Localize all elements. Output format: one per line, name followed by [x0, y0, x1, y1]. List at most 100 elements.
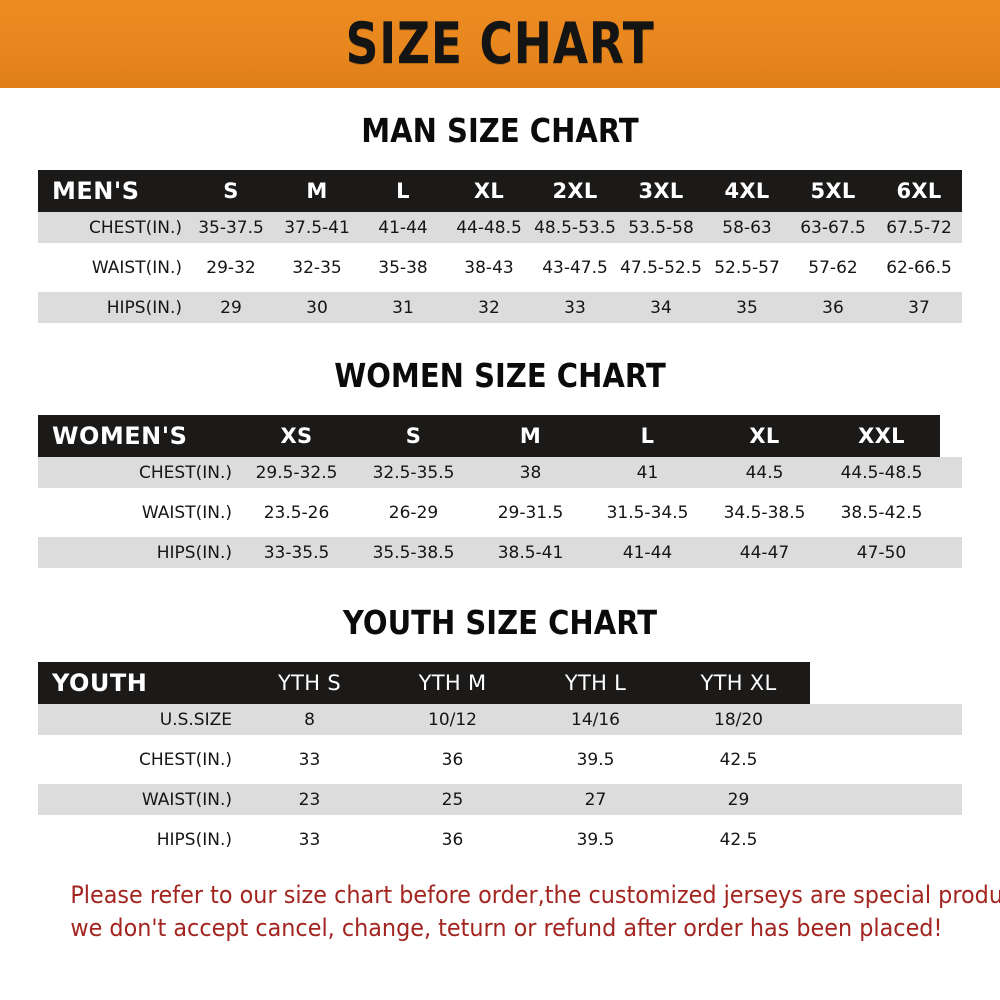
youth-cell: 42.5	[667, 744, 810, 775]
youth-cell: 42.5	[667, 824, 810, 855]
men-cell: 32	[446, 292, 532, 323]
men-size-header-xl: XL	[446, 170, 532, 212]
women-header-row: WOMEN'S XS S M L XL XXL	[38, 415, 962, 457]
table-row: CHEST(IN.) 29.5-32.5 32.5-35.5 38 41 44.5 44.5…	[38, 457, 962, 488]
table-row: WAIST(IN.) 29-32 32-35 35-38 38-43 43-47.5 47.…	[38, 252, 962, 283]
youth-cell: 39.5	[524, 824, 667, 855]
men-size-header-6xl: 6XL	[876, 170, 962, 212]
youth-size-table: YOUTH YTH S YTH M YTH L YTH XL U.S.SIZE 8 10/1…	[38, 662, 962, 855]
youth-section-title: YOUTH SIZE CHART	[342, 603, 658, 642]
men-cell: 38-43	[446, 252, 532, 283]
women-cell-tail-spacer	[940, 497, 962, 528]
women-table-body: CHEST(IN.) 29.5-32.5 32.5-35.5 38 41 44.5 44.5…	[38, 457, 962, 568]
women-cell: 38.5-42.5	[823, 497, 940, 528]
youth-table-head: YOUTH YTH S YTH M YTH L YTH XL	[38, 662, 962, 704]
men-cell: 33	[532, 292, 618, 323]
women-size-header-xxl: XXL	[823, 415, 940, 457]
youth-cell-tail-spacer	[810, 744, 962, 775]
women-table-head: WOMEN'S XS S M L XL XXL	[38, 415, 962, 457]
youth-header-tail-spacer	[810, 662, 962, 704]
youth-cell-tail-spacer	[810, 704, 962, 735]
row-separator-cell	[38, 815, 962, 824]
women-cell: 44.5	[706, 457, 823, 488]
women-section-title: WOMEN SIZE CHART	[334, 356, 666, 395]
men-cell: 36	[790, 292, 876, 323]
women-header-label: WOMEN'S	[38, 415, 238, 457]
men-size-header-l: L	[360, 170, 446, 212]
row-separator	[38, 528, 962, 537]
men-cell: 29-32	[188, 252, 274, 283]
men-size-table: MEN'S S M L XL 2XL 3XL 4XL 5XL 6XL CHEST(IN.) 35-3…	[38, 170, 962, 323]
men-cell: 43-47.5	[532, 252, 618, 283]
men-cell: 63-67.5	[790, 212, 876, 243]
women-cell: 31.5-34.5	[589, 497, 706, 528]
men-cell: 32-35	[274, 252, 360, 283]
men-cell: 52.5-57	[704, 252, 790, 283]
men-cell: 44-48.5	[446, 212, 532, 243]
men-header-label: MEN'S	[38, 170, 188, 212]
row-separator-cell	[38, 488, 962, 497]
table-row: HIPS(IN.) 33-35.5 35.5-38.5 38.5-41 41-44 44-…	[38, 537, 962, 568]
men-table-body: CHEST(IN.) 35-37.5 37.5-41 41-44 44-48.5 48.5…	[38, 212, 962, 323]
men-size-header-s: S	[188, 170, 274, 212]
men-cell: 34	[618, 292, 704, 323]
men-row-label: HIPS(IN.)	[38, 292, 188, 323]
women-row-label: CHEST(IN.)	[38, 457, 238, 488]
women-cell-tail-spacer	[940, 457, 962, 488]
youth-row-label: U.S.SIZE	[38, 704, 238, 735]
men-cell: 58-63	[704, 212, 790, 243]
women-cell: 44-47	[706, 537, 823, 568]
men-cell: 53.5-58	[618, 212, 704, 243]
youth-row-label: HIPS(IN.)	[38, 824, 238, 855]
table-row: CHEST(IN.) 35-37.5 37.5-41 41-44 44-48.5 48.5…	[38, 212, 962, 243]
women-cell: 35.5-38.5	[355, 537, 472, 568]
men-row-label: CHEST(IN.)	[38, 212, 188, 243]
youth-size-section: YOUTH SIZE CHART YOUTH YTH S YTH M YTH L YTH…	[38, 603, 962, 855]
youth-size-header-yth-l: YTH L	[524, 662, 667, 704]
women-size-header-xs: XS	[238, 415, 355, 457]
women-cell: 29.5-32.5	[238, 457, 355, 488]
row-separator	[38, 243, 962, 252]
row-separator-cell	[38, 528, 962, 537]
youth-size-header-yth-s: YTH S	[238, 662, 381, 704]
women-size-header-m: M	[472, 415, 589, 457]
youth-row-label: WAIST(IN.)	[38, 784, 238, 815]
youth-cell: 10/12	[381, 704, 524, 735]
women-size-header-l: L	[589, 415, 706, 457]
men-size-header-5xl: 5XL	[790, 170, 876, 212]
women-header-tail-spacer	[940, 415, 962, 457]
youth-cell: 33	[238, 824, 381, 855]
men-size-header-m: M	[274, 170, 360, 212]
chart-sheet: MAN SIZE CHART MEN'S S M L XL 2XL 3XL 4XL 5XL 6XL…	[0, 111, 1000, 945]
table-row: WAIST(IN.) 23.5-26 26-29 29-31.5 31.5-34.5 34…	[38, 497, 962, 528]
row-separator	[38, 735, 962, 744]
men-size-header-2xl: 2XL	[532, 170, 618, 212]
men-cell: 31	[360, 292, 446, 323]
row-separator-cell	[38, 775, 962, 784]
youth-cell: 8	[238, 704, 381, 735]
row-separator-cell	[38, 283, 962, 292]
page-title: SIZE CHART	[345, 10, 655, 77]
youth-cell: 14/16	[524, 704, 667, 735]
youth-size-header-yth-m: YTH M	[381, 662, 524, 704]
youth-cell: 23	[238, 784, 381, 815]
youth-size-header-yth-xl: YTH XL	[667, 662, 810, 704]
row-separator-cell	[38, 243, 962, 252]
men-section-title: MAN SIZE CHART	[361, 111, 639, 150]
youth-cell: 29	[667, 784, 810, 815]
youth-cell-tail-spacer	[810, 784, 962, 815]
table-row: WAIST(IN.) 23 25 27 29	[38, 784, 962, 815]
men-cell: 37.5-41	[274, 212, 360, 243]
row-separator	[38, 775, 962, 784]
women-cell: 29-31.5	[472, 497, 589, 528]
table-row: HIPS(IN.) 29 30 31 32 33 34 35 36 37	[38, 292, 962, 323]
men-row-label: WAIST(IN.)	[38, 252, 188, 283]
youth-cell: 25	[381, 784, 524, 815]
men-cell: 62-66.5	[876, 252, 962, 283]
youth-cell: 36	[381, 744, 524, 775]
women-cell: 33-35.5	[238, 537, 355, 568]
men-cell: 47.5-52.5	[618, 252, 704, 283]
women-cell: 34.5-38.5	[706, 497, 823, 528]
men-size-header-3xl: 3XL	[618, 170, 704, 212]
return-policy-line-1: Please refer to our size chart before or…	[70, 881, 1000, 909]
